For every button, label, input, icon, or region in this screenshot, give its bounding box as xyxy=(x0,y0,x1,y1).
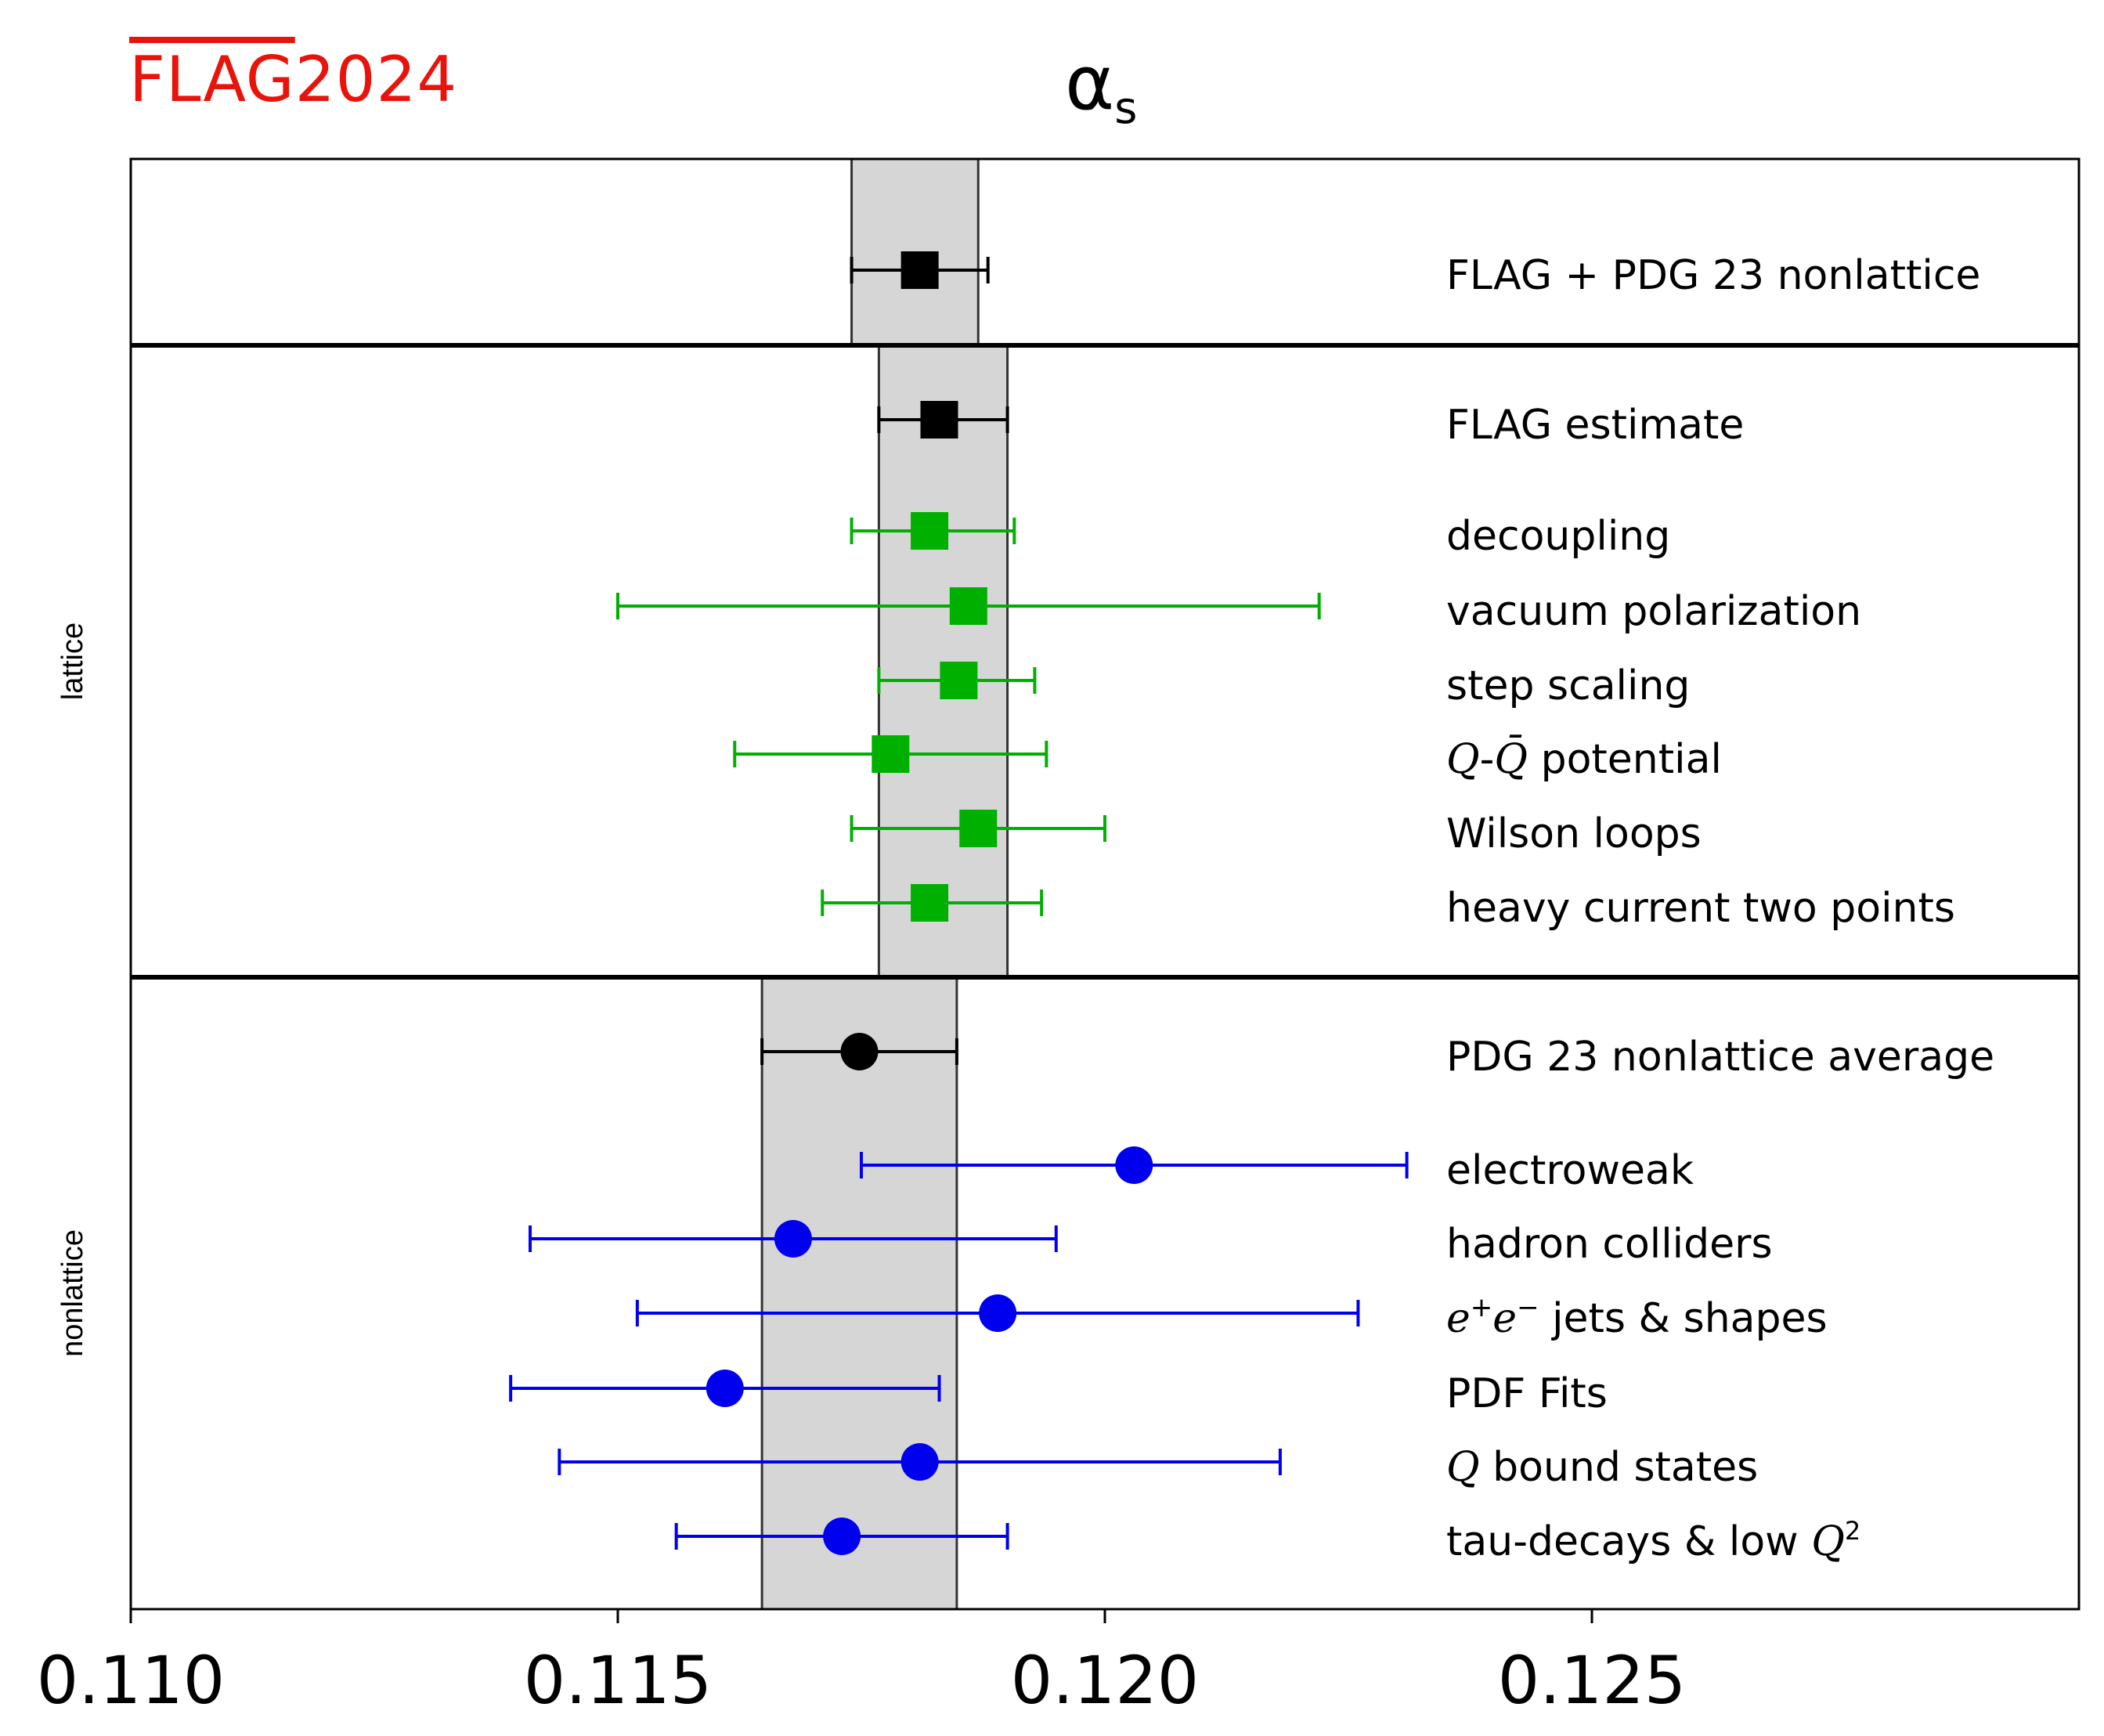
band-nonlattice xyxy=(760,976,958,1611)
section-label-nonlattice: nonlattice xyxy=(56,1229,89,1357)
flag-logo-year: 2024 xyxy=(294,43,458,116)
chart-title-sub: s xyxy=(1114,83,1138,134)
flag-logo: FLAG2024 xyxy=(129,49,457,111)
row-label-flag-estimate: FLAG estimate xyxy=(1446,402,1744,449)
flag-logo-text: FLAG xyxy=(129,43,295,116)
marker-flag-estimate xyxy=(920,401,958,439)
marker-vacuum-polarization xyxy=(949,587,987,625)
panel-frame-lattice xyxy=(129,344,2081,979)
marker-wilson-loops xyxy=(959,810,998,847)
marker-hadron-colliders xyxy=(774,1220,812,1258)
row-label-wilson-loops: Wilson loops xyxy=(1446,810,1702,857)
chart-title-base: α xyxy=(1065,39,1115,127)
x-tick-label-0.125: 0.125 xyxy=(1498,1642,1686,1719)
row-label-hadron-colliders: hadron colliders xyxy=(1446,1221,1773,1268)
row-label-pdg-23-nonlattice-average: PDG 23 nonlattice average xyxy=(1446,1034,1994,1081)
row-label-vacuum-polarization: vacuum polarization xyxy=(1446,588,1861,635)
marker-decoupling xyxy=(911,512,949,550)
row-label-tau-decays-low-q2: tau-decays & low Q2 xyxy=(1446,1516,1860,1565)
marker-step-scaling xyxy=(940,662,978,699)
marker-pdg-23-nonlattice-average xyxy=(840,1033,879,1070)
row-label-step-scaling: step scaling xyxy=(1446,662,1690,709)
row-label-decoupling: decoupling xyxy=(1446,513,1670,560)
chart-title: αs xyxy=(1065,45,1137,131)
section-label-lattice: lattice xyxy=(56,623,89,700)
row-label-e-e-jets-shapes: e+e− jets & shapes xyxy=(1446,1292,1828,1342)
x-tick-label-0.115: 0.115 xyxy=(524,1642,712,1719)
marker-pdf-fits xyxy=(706,1370,744,1407)
marker-electroweak xyxy=(1115,1146,1153,1184)
x-tick-label-0.110: 0.110 xyxy=(37,1642,225,1719)
row-label-q-q-potential: Q-Q̄ potential xyxy=(1446,735,1722,783)
marker-e-e-jets-shapes xyxy=(979,1294,1017,1332)
row-label-pdf-fits: PDF Fits xyxy=(1446,1370,1608,1417)
marker-tau-decays-low-q2 xyxy=(823,1518,861,1555)
x-tick-label-0.120: 0.120 xyxy=(1011,1642,1199,1719)
row-label-flag-pdg-23-nonlattice: FLAG + PDG 23 nonlattice xyxy=(1446,252,1980,299)
marker-heavy-current-two-points xyxy=(911,884,949,922)
row-label-q-bound-states: Q bound states xyxy=(1446,1444,1758,1491)
marker-q-q-potential xyxy=(872,735,910,773)
marker-flag-pdg-23-nonlattice xyxy=(900,251,939,289)
row-label-heavy-current-two-points: heavy current two points xyxy=(1446,885,1955,932)
marker-q-bound-states xyxy=(900,1443,939,1481)
band-lattice xyxy=(877,344,1009,979)
row-label-electroweak: electroweak xyxy=(1446,1147,1694,1194)
